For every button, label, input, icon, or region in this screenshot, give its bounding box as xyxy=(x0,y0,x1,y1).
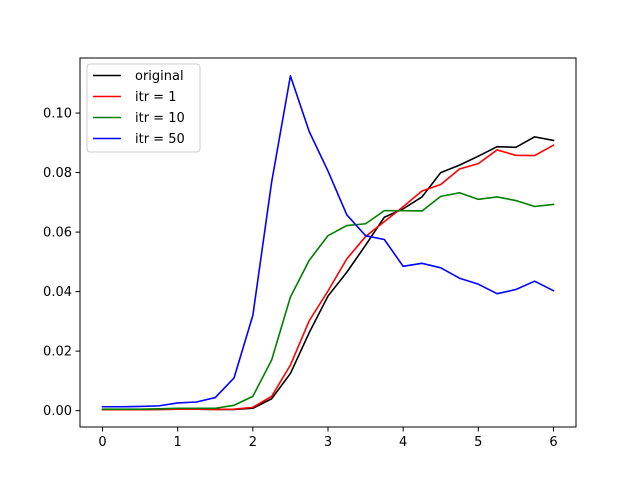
legend-label-1: itr = 1 xyxy=(135,90,176,105)
legend: original itr = 1 itr = 10 itr = 50 xyxy=(86,63,201,153)
legend-label-3: itr = 50 xyxy=(135,132,185,147)
series-line-1 xyxy=(101,144,555,411)
series-layer xyxy=(101,75,555,411)
x-tick-label: 3 xyxy=(324,435,332,450)
y-tick-label: 0.02 xyxy=(43,345,72,360)
x-tick-label: 6 xyxy=(549,435,557,450)
legend-label-2: itr = 10 xyxy=(135,111,185,126)
series-line-3 xyxy=(101,75,555,408)
y-tick-label: 0.06 xyxy=(43,226,72,241)
y-tick-label: 0.04 xyxy=(43,285,72,300)
legend-label-0: original xyxy=(135,69,184,84)
y-axis: 0.00 0.02 0.04 0.06 0.08 0.10 xyxy=(43,107,80,419)
legend-box xyxy=(86,63,201,153)
x-tick-label: 1 xyxy=(174,435,182,450)
series-line-2 xyxy=(101,192,555,410)
x-axis: 0 1 2 3 4 5 6 xyxy=(98,427,558,450)
x-tick-label: 2 xyxy=(249,435,257,450)
y-tick-label: 0.10 xyxy=(43,107,72,122)
x-tick-label: 5 xyxy=(474,435,482,450)
x-tick-label: 0 xyxy=(98,435,106,450)
y-tick-label: 0.00 xyxy=(43,404,72,419)
y-tick-label: 0.08 xyxy=(43,166,72,181)
x-tick-label: 4 xyxy=(399,435,407,450)
